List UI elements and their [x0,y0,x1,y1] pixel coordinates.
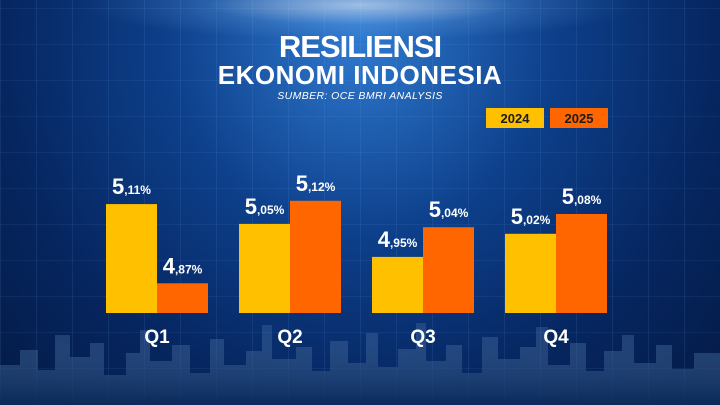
chart-subtitle: EKONOMI INDONESIA [217,60,503,90]
legend-item-2025: 2025 [550,108,608,128]
bar-q1-2025 [157,283,208,313]
value-label-q1-2024: 5,11% [112,174,151,199]
legend-label-2025: 2025 [564,110,594,126]
bar-q3-2024 [372,256,423,313]
bar-q4-2024 [505,233,556,313]
bar-q3-2025 [423,227,474,313]
value-label-q3-2025: 5,04% [429,197,469,222]
value-label-q1-2025: 4,87% [163,253,203,278]
value-label-q4-2025: 5,08% [562,184,602,209]
value-label-q4-2024: 5,02% [511,204,551,229]
category-label-q2: Q2 [277,327,302,348]
category-label-q1: Q1 [144,327,170,348]
legend-item-2024: 2024 [486,108,544,128]
bar-q2-2024 [239,223,290,313]
bar-q2-2025 [290,200,341,313]
city-skyline-background [0,323,720,405]
bar-q1-2024 [106,204,157,313]
category-label-q3: Q3 [410,327,435,348]
category-label-q4: Q4 [543,327,569,348]
value-label-q2-2024: 5,05% [245,194,285,219]
legend-label-2024: 2024 [500,110,530,126]
chart-title: RESILIENSI [278,29,442,64]
value-label-q3-2024: 4,95% [378,227,418,252]
top-light-glow [90,0,630,40]
value-label-q2-2025: 5,12% [296,171,336,196]
source-note: SUMBER: OCE BMRI ANALYSIS [277,90,443,102]
bar-q4-2025 [556,214,607,313]
